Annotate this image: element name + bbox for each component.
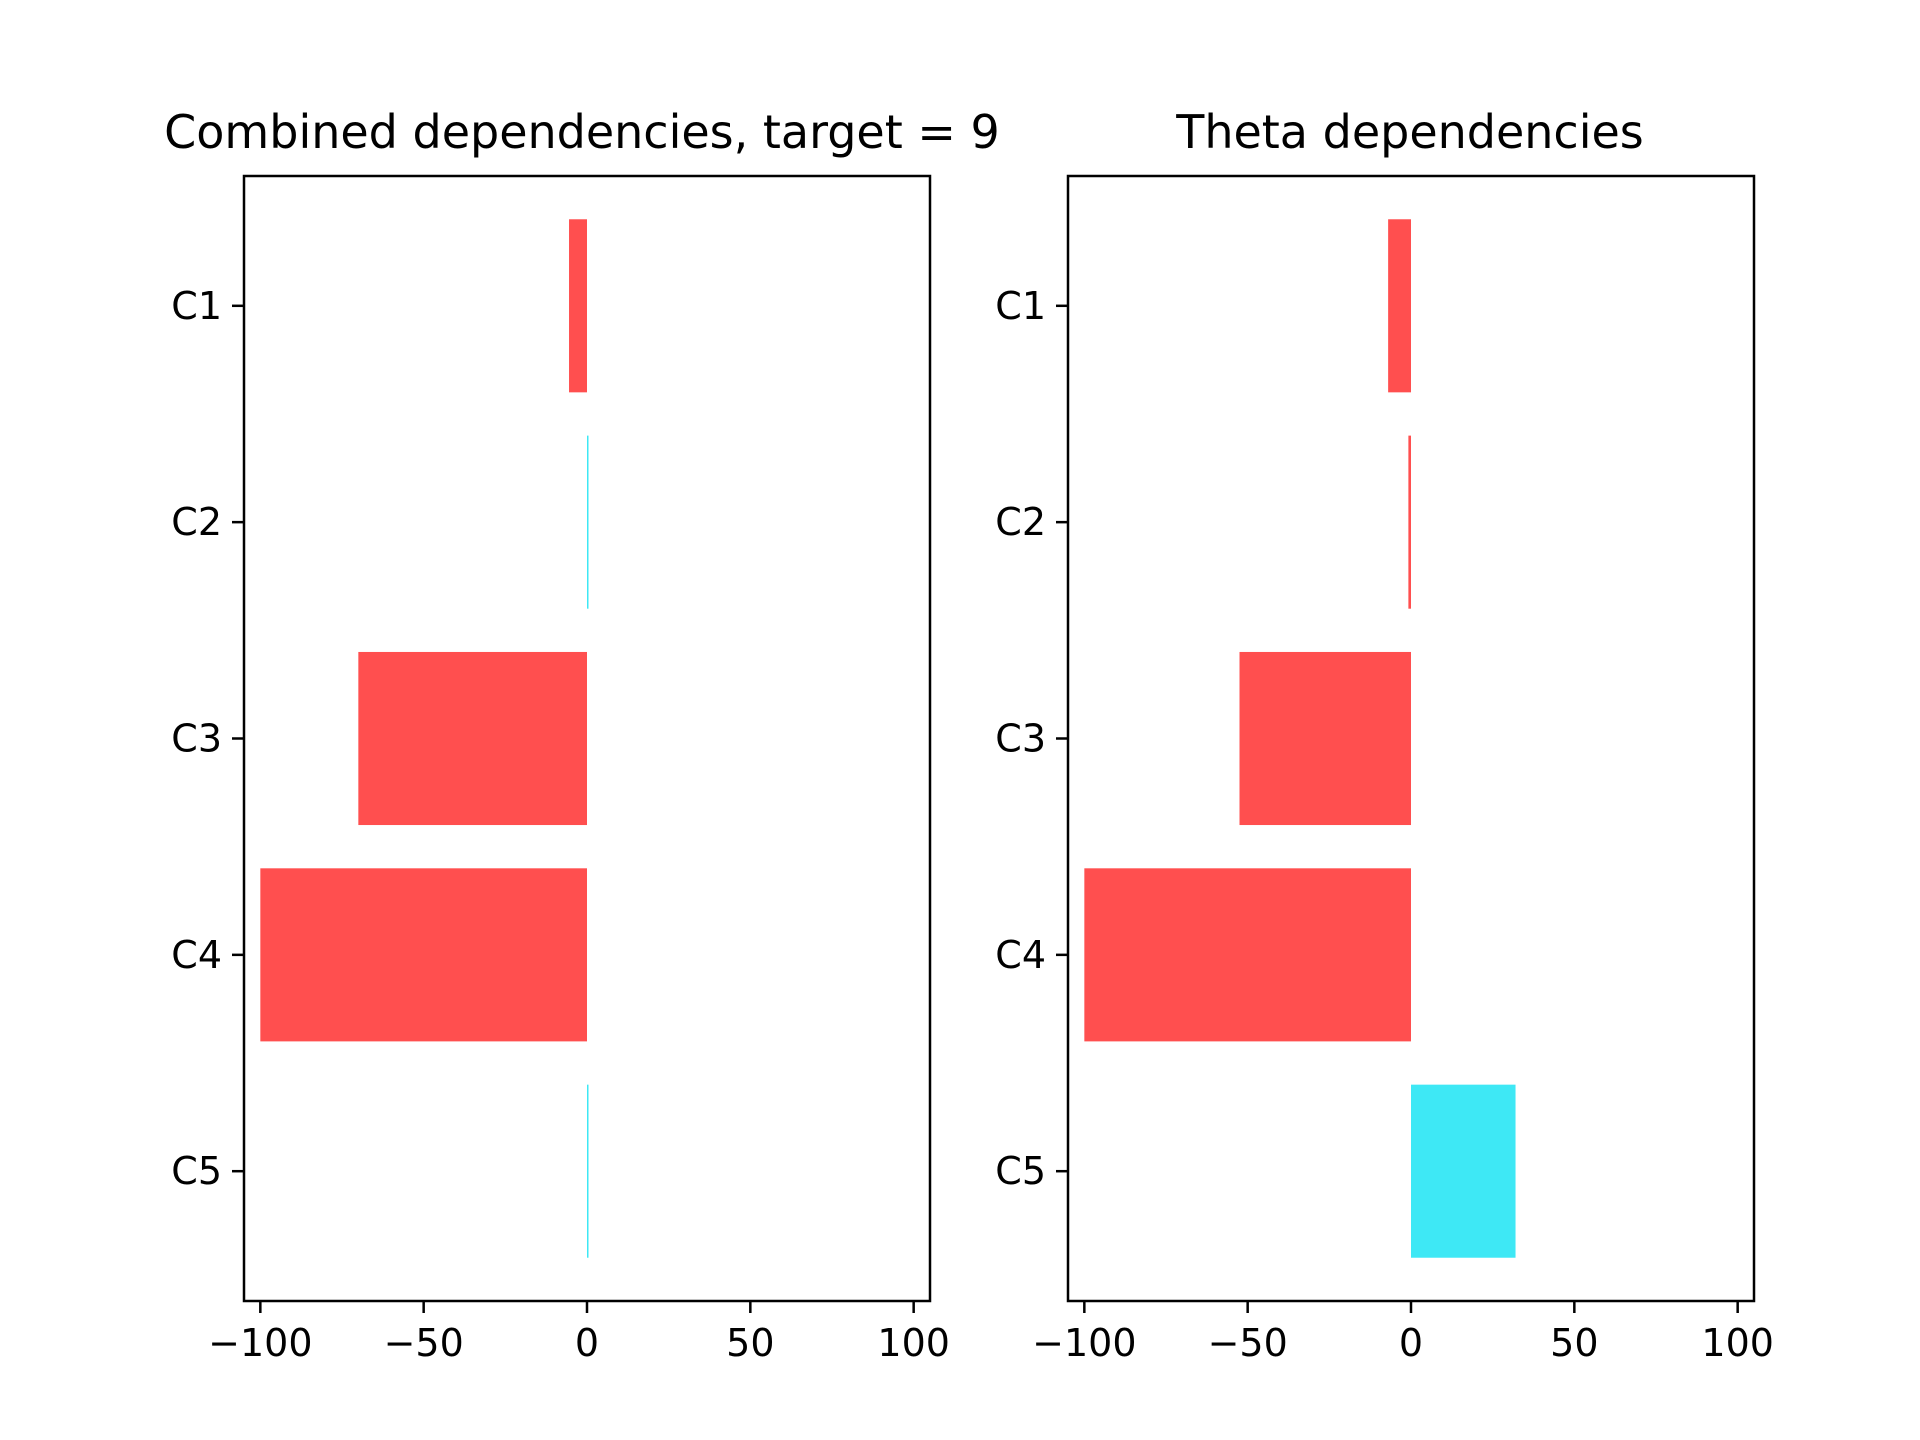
x-tick-label: 0 xyxy=(575,1321,599,1365)
x-tick-label: 50 xyxy=(1550,1321,1598,1365)
x-tick-label: −100 xyxy=(208,1321,312,1365)
x-tick-label: 0 xyxy=(1399,1321,1423,1365)
bar-c3 xyxy=(1240,652,1412,825)
y-tick-label: C5 xyxy=(995,1149,1046,1193)
y-tick-label: C3 xyxy=(995,717,1046,761)
bar-c4 xyxy=(260,868,587,1041)
y-tick-label: C5 xyxy=(171,1149,222,1193)
x-tick-label: 100 xyxy=(877,1321,950,1365)
y-tick-label: C1 xyxy=(171,284,222,328)
x-tick-label: 100 xyxy=(1701,1321,1774,1365)
bar-c1 xyxy=(569,219,587,392)
y-tick-label: C2 xyxy=(171,500,222,544)
chart-title: Combined dependencies, target = 9 xyxy=(164,105,1000,159)
chart-title: Theta dependencies xyxy=(1175,105,1644,159)
y-tick-label: C4 xyxy=(171,933,222,977)
x-tick-label: −50 xyxy=(1208,1321,1288,1365)
bar-c1 xyxy=(1388,219,1411,392)
x-tick-label: −50 xyxy=(384,1321,464,1365)
y-tick-label: C2 xyxy=(995,500,1046,544)
x-tick-label: −100 xyxy=(1032,1321,1136,1365)
bar-c3 xyxy=(358,652,587,825)
x-tick-label: 50 xyxy=(726,1321,774,1365)
bar-c2 xyxy=(1408,436,1411,609)
bar-c5 xyxy=(587,1085,589,1258)
bar-c2 xyxy=(587,436,589,609)
y-tick-label: C4 xyxy=(995,933,1046,977)
bar-c4 xyxy=(1084,868,1411,1041)
y-tick-label: C1 xyxy=(995,284,1046,328)
bar-c5 xyxy=(1411,1085,1516,1258)
y-tick-label: C3 xyxy=(171,717,222,761)
